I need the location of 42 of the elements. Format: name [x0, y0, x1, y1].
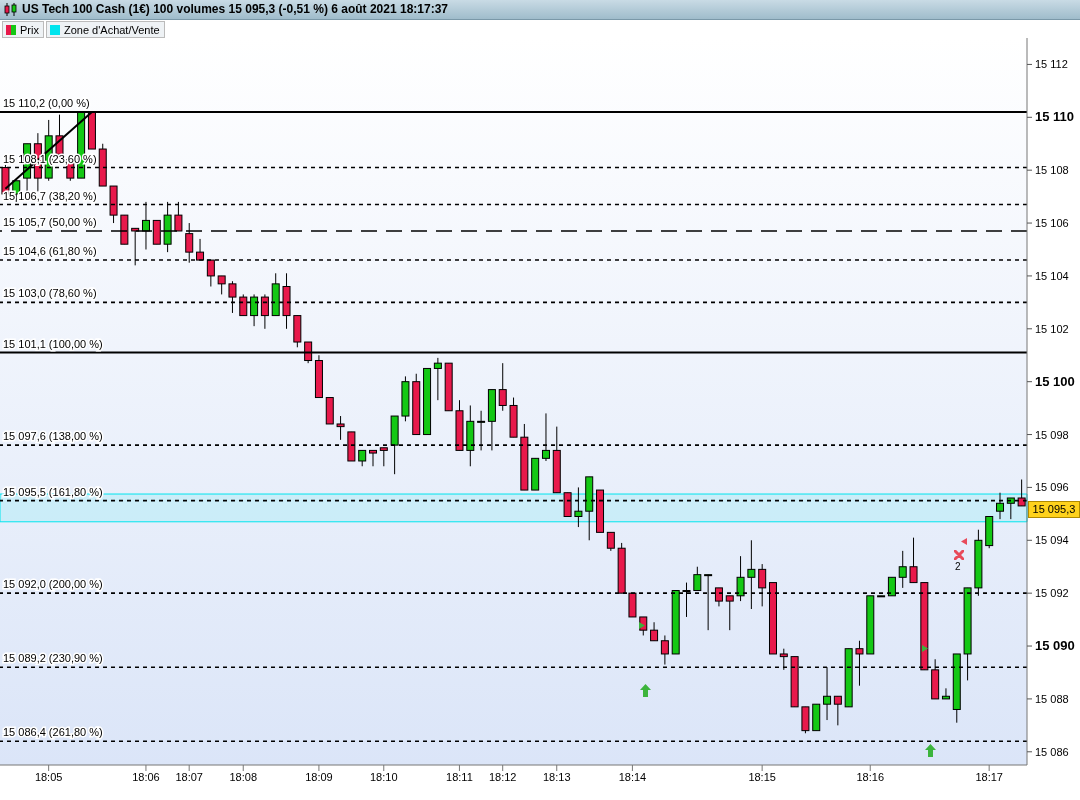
y-tick-label: 15 110	[1035, 109, 1075, 125]
y-tick-label: 15 112	[1035, 58, 1068, 71]
x-tick-label: 18:09	[305, 770, 333, 783]
ref-line-label: 15 089,2 (230,90 %)	[3, 652, 103, 665]
ref-line-label: 15 086,4 (261,80 %)	[3, 726, 103, 739]
ref-line-label: 15 105,7 (50,00 %)	[3, 215, 97, 228]
x-tick-label: 18:11	[446, 770, 473, 783]
y-tick-label: 15 104	[1035, 269, 1069, 282]
y-tick-label: 15 100	[1035, 373, 1075, 389]
chart-title: US Tech 100 Cash (1€) 100 volumes 15 095,3 (-0,51 %) 6 août 2021 18:17:37	[22, 2, 448, 16]
x-tick-label: 18:05	[34, 770, 63, 783]
y-tick-label: 15 092	[1035, 587, 1069, 600]
y-tick-label: 15 108	[1035, 164, 1069, 177]
x-tick-label: 18:15	[748, 770, 776, 783]
x-tick-label: 18:06	[132, 770, 160, 783]
y-tick-label: 15 102	[1035, 322, 1069, 335]
y-tick-label: 15 096	[1035, 481, 1069, 494]
legend-label: Zone d'Achat/Vente	[45, 21, 165, 38]
ref-line-label: 15 110,2 (0,00 %)	[3, 97, 90, 110]
x-tick-label: 18:13	[542, 770, 571, 783]
y-tick-label: 15 086	[1035, 745, 1069, 758]
x-tick-label: 18:08	[229, 770, 257, 783]
x-tick-label: 18:14	[618, 770, 647, 783]
ref-line-label: 15 095,5 (161,80 %)	[3, 485, 103, 498]
x-tick-label: 18:17	[975, 770, 1003, 783]
annotation: 2	[955, 561, 961, 572]
legend-label: Prix	[2, 21, 44, 38]
x-tick-label: 18:10	[370, 770, 398, 783]
ref-line-label: 15 104,6 (61,80 %)	[3, 245, 97, 258]
ref-line-label: 15 092,0 (200,00 %)	[3, 578, 103, 591]
ref-line-label: 15 097,6 (138,00 %)	[3, 430, 103, 443]
x-tick-label: 18:16	[856, 770, 885, 783]
y-tick-label: 15 098	[1035, 428, 1069, 441]
y-tick-label: 15 094	[1035, 534, 1069, 547]
text: 15 095,3	[1028, 501, 1080, 518]
y-tick-label: 15 106	[1035, 217, 1069, 230]
x-tick-label: 18:07	[175, 770, 203, 783]
ref-line-label: 15 101,1 (100,00 %)	[3, 337, 103, 350]
y-tick-label: 15 090	[1035, 638, 1075, 654]
ref-line-label: 15 103,0 (78,60 %)	[3, 287, 97, 300]
y-tick-label: 15 088	[1035, 692, 1069, 705]
x-tick-label: 18:12	[488, 770, 517, 783]
